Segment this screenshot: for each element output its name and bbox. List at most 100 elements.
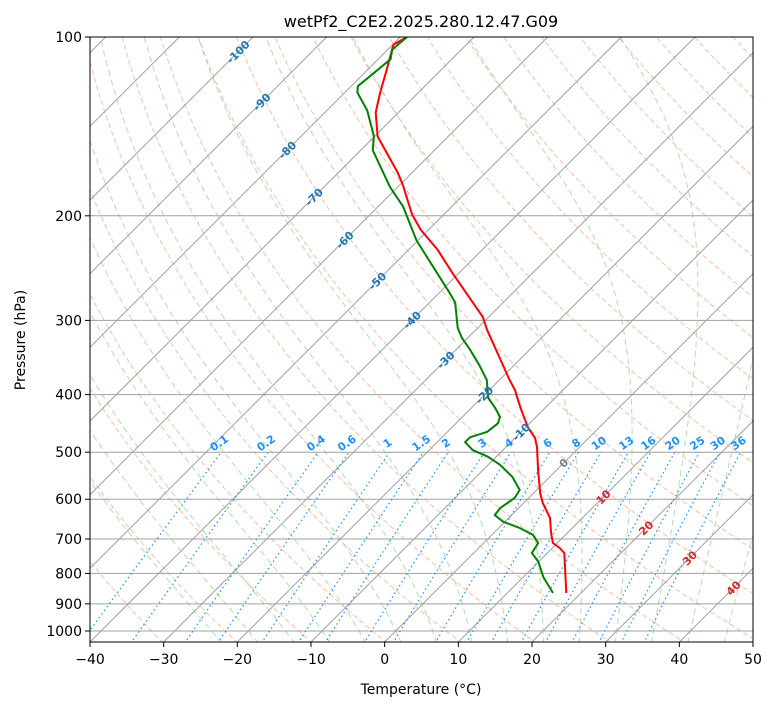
x-tick-label: −20 <box>223 652 253 668</box>
moist-adiabat-line <box>90 236 366 642</box>
dry-adiabat-line <box>758 24 775 644</box>
dry-adiabat-line <box>426 37 753 380</box>
y-axis-label: Pressure (hPa) <box>13 290 29 390</box>
isotherm-line <box>383 272 753 642</box>
dewpoint-profile-line <box>356 37 554 594</box>
x-tick-label: −40 <box>75 652 105 668</box>
y-tick-label: 800 <box>55 566 82 582</box>
moist-adiabat-line <box>90 480 222 642</box>
isotherm-line <box>457 346 753 642</box>
mixing-ratio-line <box>363 451 485 642</box>
moist-adiabat-line <box>723 533 753 642</box>
x-tick-label: 30 <box>597 652 615 668</box>
isotherm-line <box>310 199 753 642</box>
moist-adiabat-line <box>265 37 544 642</box>
moist-adiabat-line <box>90 374 295 642</box>
dry-adiabat-line <box>579 37 753 218</box>
moist-adiabat-line <box>90 139 402 642</box>
y-tick-label: 100 <box>55 30 82 46</box>
y-tick-label: 600 <box>55 492 82 508</box>
mixing-ratio-line <box>490 451 602 642</box>
isotherm-line <box>531 420 753 642</box>
x-tick-label: 40 <box>670 652 688 668</box>
dry-adiabat-line <box>197 37 753 640</box>
mixing-ratio-label: 0.1 <box>208 432 231 454</box>
x-tick-label: 20 <box>523 652 541 668</box>
mixing-ratio-line <box>392 451 512 642</box>
y-tick-label: 1000 <box>46 624 82 640</box>
plot-frame <box>89 36 754 643</box>
isotherm-line <box>90 37 622 570</box>
background-lines <box>90 24 775 644</box>
x-tick-label: −30 <box>149 652 179 668</box>
mixing-ratio-line <box>90 451 222 632</box>
isotherm-line <box>752 641 753 642</box>
mixing-ratio-label: 1.5 <box>410 432 433 454</box>
temperature-profile-line <box>374 37 568 594</box>
mixing-ratio-label: 3 <box>475 436 489 451</box>
mixing-ratio-label: 8 <box>569 436 583 451</box>
mixing-ratio-line <box>184 451 319 642</box>
mixing-ratio-line <box>297 451 424 642</box>
profile-lines <box>356 37 568 594</box>
moist-adiabat-line <box>99 37 437 642</box>
moist-adiabat-line <box>90 429 258 642</box>
isotherm-line <box>90 37 401 349</box>
mixing-ratio-line <box>435 451 551 642</box>
dry-adiabat-line <box>274 37 753 550</box>
isotherm-line <box>90 37 328 275</box>
isotherm-label: -80 <box>276 138 299 161</box>
isotherm-line <box>604 493 753 642</box>
mixing-ratio-label: 25 <box>687 434 707 453</box>
mixing-ratio-line <box>598 451 701 642</box>
mixing-ratio-line <box>261 451 391 642</box>
y-tick-label: 700 <box>55 532 82 548</box>
mixing-ratio-label: 16 <box>639 433 659 453</box>
moist-adiabat-line <box>90 311 331 642</box>
dry-adiabat-line <box>350 37 753 464</box>
chart-title: wetPf2_C2E2.2025.280.12.47.G09 <box>284 12 558 32</box>
mixing-ratio-label: 30 <box>708 433 728 453</box>
mixing-ratio-line <box>466 451 579 642</box>
dry-adiabat-line <box>236 37 753 595</box>
axes: −40 −30 −20 −10 0 10 20 30 40 50 100 200 300 400 500 60… <box>46 30 762 668</box>
x-tick-label: 0 <box>380 652 389 668</box>
moist-adiabat-line <box>352 37 583 642</box>
moist-adiabat-line <box>687 355 753 642</box>
isotherm-line <box>90 37 549 496</box>
mixing-ratio-line <box>324 451 449 642</box>
dry-adiabat-line <box>312 37 753 507</box>
mixing-ratio-line <box>571 451 676 642</box>
isotherm-line <box>90 37 696 642</box>
mixing-ratio-label: 13 <box>616 434 636 453</box>
y-tick-label: 500 <box>55 445 82 461</box>
dry-adiabat-line <box>90 475 238 642</box>
x-tick-label: 50 <box>744 652 762 668</box>
mixing-ratio-label: 20 <box>663 433 683 453</box>
x-tick-label: 10 <box>449 652 467 668</box>
dry-adiabat-line <box>388 37 753 422</box>
isotherm-line <box>162 51 753 642</box>
dry-adiabat-line <box>90 59 536 642</box>
dry-adiabat-line <box>541 37 753 258</box>
dry-adiabat-line <box>90 293 387 642</box>
moist-adiabat-line <box>197 37 509 642</box>
mixing-ratio-label: 2 <box>439 436 453 451</box>
mixing-ratio-label: 36 <box>729 433 749 453</box>
isotherm-label: -100 <box>224 38 253 67</box>
dry-adiabat-line <box>121 37 611 642</box>
y-tick-label: 300 <box>55 313 82 329</box>
moist-adiabat-line <box>468 37 633 642</box>
x-tick-label: −10 <box>296 652 326 668</box>
mixing-ratio-label: 1 <box>381 436 395 451</box>
isotherm-line <box>90 37 254 201</box>
dry-adiabat-line <box>464 37 753 339</box>
x-axis-label: Temperature (°C) <box>360 682 482 698</box>
dry-adiabat-line <box>503 37 753 298</box>
moist-adiabat-line <box>143 37 473 642</box>
y-tick-label: 200 <box>55 209 82 225</box>
mixing-ratio-line <box>217 451 350 642</box>
moist-adiabat-line <box>619 37 699 642</box>
dry-adiabat-line <box>90 387 313 642</box>
